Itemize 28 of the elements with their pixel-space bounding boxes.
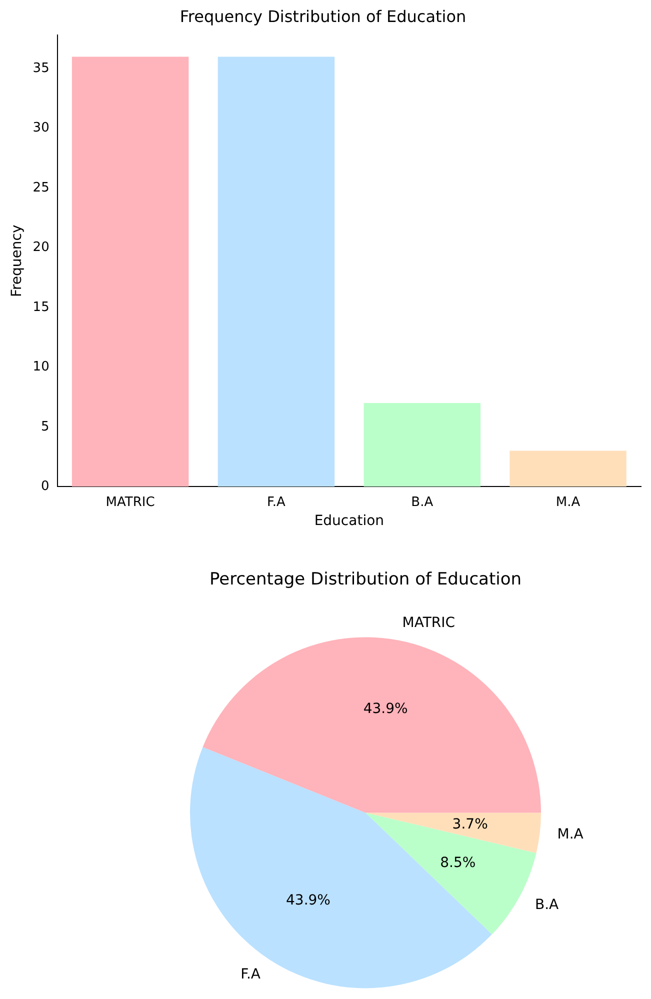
slice-label: M.A [557, 826, 584, 843]
bar [218, 56, 335, 487]
chart-title: Frequency Distribution of Education [180, 6, 466, 26]
x-axis-title: Education [314, 513, 384, 530]
slice-label: F.A [240, 966, 261, 982]
bar [510, 450, 626, 487]
x-tick-label: MATRIC [106, 494, 155, 510]
y-tick-label: 25 [32, 180, 50, 196]
x-tick-label: F.A [267, 494, 286, 510]
data-label: 3.7% [452, 816, 488, 833]
y-tick-label: 15 [32, 300, 50, 315]
slice-label: MATRIC [402, 614, 456, 631]
y-axis-title: Frequency [9, 224, 26, 298]
y-tick-label: 10 [32, 360, 50, 375]
slice-label: B.A [534, 896, 560, 913]
bar [72, 56, 189, 487]
data-label: 8.5% [440, 854, 476, 871]
y-tick-label: 5 [41, 419, 50, 434]
data-label: 43.9% [286, 892, 330, 909]
bar [364, 403, 480, 487]
y-tick-label: 20 [32, 240, 50, 256]
data-label: 43.9% [363, 700, 408, 717]
chart-title: Percentage Distribution of Education [209, 570, 522, 590]
y-tick-label: 30 [32, 120, 50, 136]
y-tick-label: 0 [41, 478, 50, 494]
y-tick-label: 35 [32, 61, 50, 76]
x-tick-label: M.A [556, 494, 580, 510]
x-tick-label: B.A [411, 494, 434, 510]
